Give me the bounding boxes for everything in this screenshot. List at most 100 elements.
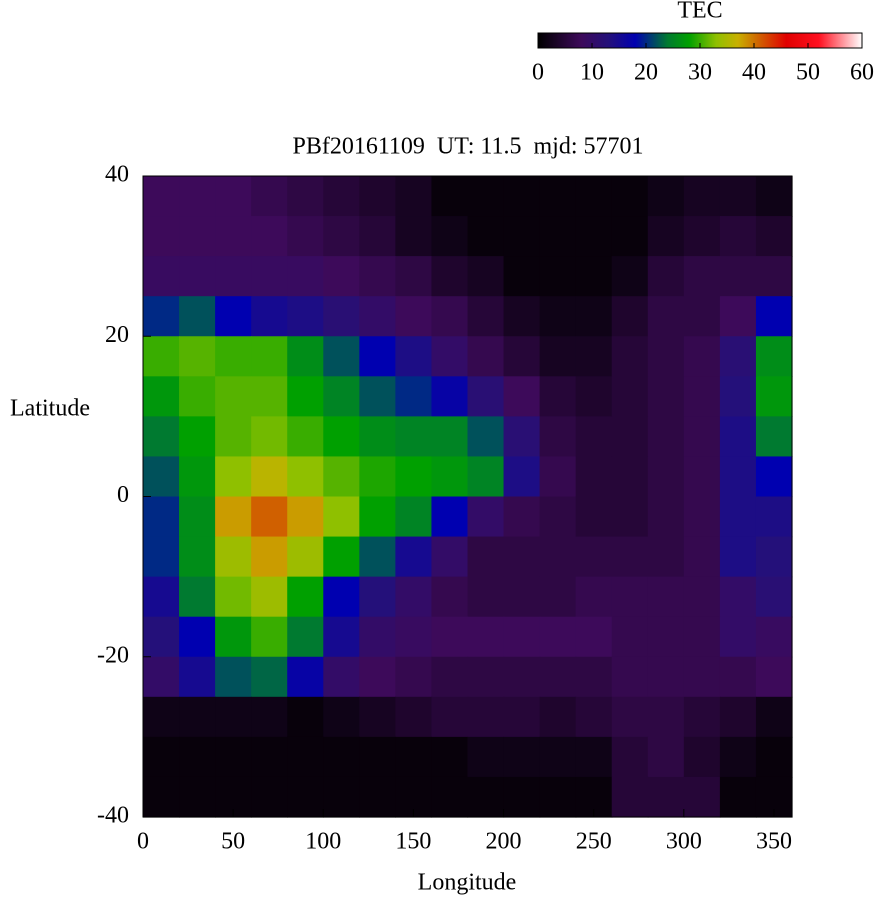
heat-cell <box>539 376 577 417</box>
heat-cell <box>215 576 252 618</box>
heat-cell <box>179 416 216 458</box>
heat-cell <box>359 416 396 458</box>
colorbar-tick-label: 10 <box>580 60 604 86</box>
heat-cell <box>287 736 324 778</box>
heat-cell <box>719 336 757 377</box>
heat-cell <box>143 416 180 458</box>
heat-cell <box>575 416 613 458</box>
heat-cell <box>431 736 469 778</box>
heat-cell <box>287 256 324 297</box>
colorbar-tick-label: 30 <box>688 60 712 86</box>
heat-cell <box>683 576 721 618</box>
heat-cell <box>215 736 252 778</box>
heat-cell <box>647 736 685 778</box>
heat-cell <box>503 256 541 297</box>
heat-cell <box>179 456 216 498</box>
heat-cell <box>359 656 396 698</box>
heat-cell <box>323 776 360 818</box>
heat-cell <box>683 776 721 818</box>
x-tick-label: 150 <box>395 829 431 855</box>
heat-cell <box>431 496 469 538</box>
heat-cell <box>719 696 757 738</box>
heat-cell <box>215 256 252 297</box>
heat-cell <box>467 776 505 818</box>
heat-cell <box>719 456 757 498</box>
heat-cell <box>287 216 324 257</box>
heat-cell <box>287 416 324 458</box>
heat-cell <box>143 296 180 337</box>
heat-cell <box>431 216 469 257</box>
heat-cell <box>467 656 505 698</box>
heat-cell <box>575 296 613 337</box>
heat-cell <box>575 456 613 498</box>
heat-cell <box>755 536 793 578</box>
heat-cell <box>431 696 469 738</box>
heat-cell <box>503 176 541 217</box>
heat-cell <box>251 176 288 217</box>
heat-cell <box>323 216 360 257</box>
heat-cell <box>143 696 180 738</box>
heat-cell <box>539 416 577 458</box>
heat-cell <box>287 176 324 217</box>
heat-cell <box>143 736 180 778</box>
heat-cell <box>251 376 288 417</box>
heat-cell <box>431 176 469 217</box>
heat-cell <box>467 376 505 417</box>
heat-cell <box>539 576 577 618</box>
heat-cell <box>359 616 396 658</box>
heat-cell <box>683 696 721 738</box>
heat-cell <box>431 416 469 458</box>
heat-cell <box>539 256 577 297</box>
heat-cell <box>179 216 216 257</box>
heat-cell <box>359 576 396 618</box>
heat-cell <box>143 176 180 217</box>
heat-cell <box>755 736 793 778</box>
heat-cell <box>503 296 541 337</box>
heat-cell <box>539 216 577 257</box>
heat-cell <box>467 736 505 778</box>
heat-cell <box>575 376 613 417</box>
heat-cell <box>647 376 685 417</box>
heat-cell <box>647 536 685 578</box>
heat-cell <box>179 576 216 618</box>
heat-cell <box>503 776 541 818</box>
heat-cell <box>287 696 324 738</box>
heat-cell <box>431 616 469 658</box>
heat-cell <box>719 656 757 698</box>
heat-cell <box>719 616 757 658</box>
x-axis-label: Longitude <box>418 870 517 896</box>
x-tick-label: 100 <box>305 829 341 855</box>
heat-cell <box>611 296 649 337</box>
heat-cell <box>179 736 216 778</box>
heat-cell <box>719 376 757 417</box>
heat-cell <box>647 256 685 297</box>
heat-cell <box>323 576 360 618</box>
heat-cell <box>143 616 180 658</box>
heat-cell <box>323 376 360 417</box>
heat-cell <box>179 296 216 337</box>
heat-cell <box>539 656 577 698</box>
heat-cell <box>683 176 721 217</box>
heat-cell <box>143 336 180 377</box>
heat-cell <box>647 176 685 217</box>
heat-cell <box>323 416 360 458</box>
heat-cell <box>539 536 577 578</box>
heat-cell <box>251 496 288 538</box>
heat-cell <box>251 736 288 778</box>
heat-cell <box>179 176 216 217</box>
heat-cell <box>143 456 180 498</box>
heat-cell <box>755 176 793 217</box>
heat-cell <box>719 496 757 538</box>
heat-cell <box>395 616 433 658</box>
heat-cell <box>179 656 216 698</box>
heat-cell <box>431 536 469 578</box>
heat-cell <box>575 216 613 257</box>
heat-cell <box>647 656 685 698</box>
heat-cell <box>503 736 541 778</box>
x-tick-label: 250 <box>576 829 612 855</box>
x-tick-label: 200 <box>486 829 522 855</box>
heat-cell <box>431 256 469 297</box>
heat-cell <box>611 416 649 458</box>
heat-cell <box>755 496 793 538</box>
heat-cell <box>215 616 252 658</box>
